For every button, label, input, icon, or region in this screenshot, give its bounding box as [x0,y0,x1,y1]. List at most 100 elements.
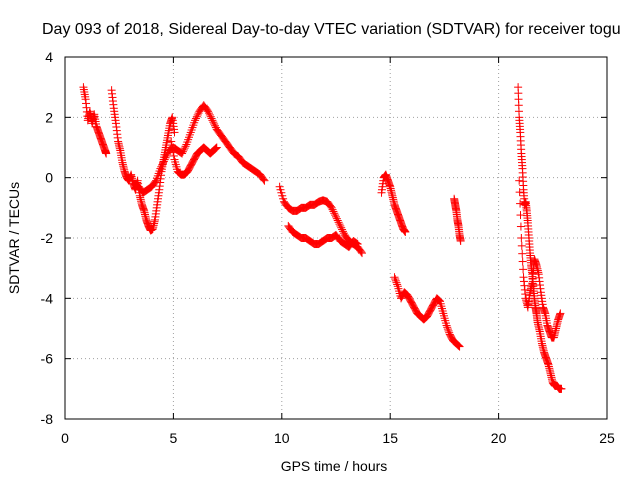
data-point [156,164,165,173]
data-point [157,162,166,171]
chart-title: Day 093 of 2018, Sidereal Day-to-day VTE… [42,21,621,38]
data-point [336,221,345,230]
data-point [353,240,362,249]
data-point [328,205,337,214]
x-tick-label: 25 [599,430,615,446]
data-point [352,239,361,248]
series-seg2 [107,86,179,235]
data-point [518,249,527,258]
data-point [170,128,179,137]
data-point [191,116,200,125]
y-tick-label: 4 [45,49,53,65]
x-tick-label: 5 [170,430,178,446]
data-point [206,112,215,121]
y-tick-label: 0 [45,170,53,186]
data-point [192,112,201,121]
data-point [515,188,524,197]
data-point [557,384,566,393]
x-tick-label: 10 [274,430,290,446]
data-point [453,340,462,349]
x-tick-label: 20 [491,430,507,446]
x-axis-label: GPS time / hours [281,458,388,474]
data-point [443,325,452,334]
data-point [209,118,218,127]
data-point [211,144,220,153]
data-point [210,145,219,154]
data-point [212,144,221,153]
data-point [178,149,187,158]
data-point [335,220,344,229]
data-point [181,142,190,151]
data-point [210,119,219,128]
series-seg5 [275,182,367,258]
data-point [454,341,463,350]
data-point [434,295,443,304]
data-point [193,110,202,119]
data-point [401,227,410,236]
data-point [168,144,177,153]
data-point [351,238,360,247]
series-seg7 [377,170,410,236]
data-point [332,212,340,221]
data-point [259,175,268,184]
data-points [79,83,566,393]
data-point [102,149,111,158]
data-point [167,137,176,146]
data-point [390,273,399,282]
y-tick-label: -4 [41,290,54,306]
series-seg8 [390,273,464,351]
series-seg1 [79,83,111,158]
data-point [329,207,338,216]
data-point [518,257,527,266]
series-seg6 [284,221,362,252]
data-point [161,153,170,162]
data-point [358,249,367,258]
data-point [338,225,347,234]
x-tick-labels: 0 5 10 15 20 25 [61,430,615,446]
series-seg10 [514,83,566,393]
data-point [517,234,526,242]
x-tick-label: 0 [61,430,69,446]
data-point [158,160,167,169]
y-axis-label: SDTVAR / TECUs [6,182,22,294]
data-point [191,114,200,123]
data-point [556,309,565,318]
axis-ticks [64,56,608,420]
data-point [455,342,464,351]
data-point [160,155,169,164]
data-point [331,211,340,220]
data-point [180,144,189,153]
y-tick-label: -6 [41,351,54,367]
data-point [456,237,465,246]
data-point [178,147,187,156]
series-seg4 [167,137,221,179]
series-seg3 [130,101,269,197]
data-point [205,110,214,119]
series-seg9 [450,194,465,246]
data-point [454,341,463,350]
data-point [151,177,160,186]
y-tick-label: 2 [45,109,53,125]
data-point [517,241,526,250]
data-point [434,296,443,305]
y-tick-label: -2 [41,230,54,246]
data-point [391,276,400,285]
data-point [393,280,402,289]
data-point [357,247,366,256]
data-point [516,222,525,231]
data-point [333,216,342,225]
data-point [392,278,401,287]
data-point [519,265,528,274]
data-point [516,199,525,208]
data-point [207,114,216,123]
data-point [162,151,171,160]
data-point [330,209,339,218]
series-seg11 [515,176,565,342]
data-point [332,214,341,223]
data-point [338,227,347,236]
y-tick-labels: -8 -6 -4 -2 0 2 4 [41,49,54,427]
y-tick-label: -8 [41,411,54,427]
data-point [204,107,213,116]
data-point [179,145,188,154]
data-point [169,151,178,160]
